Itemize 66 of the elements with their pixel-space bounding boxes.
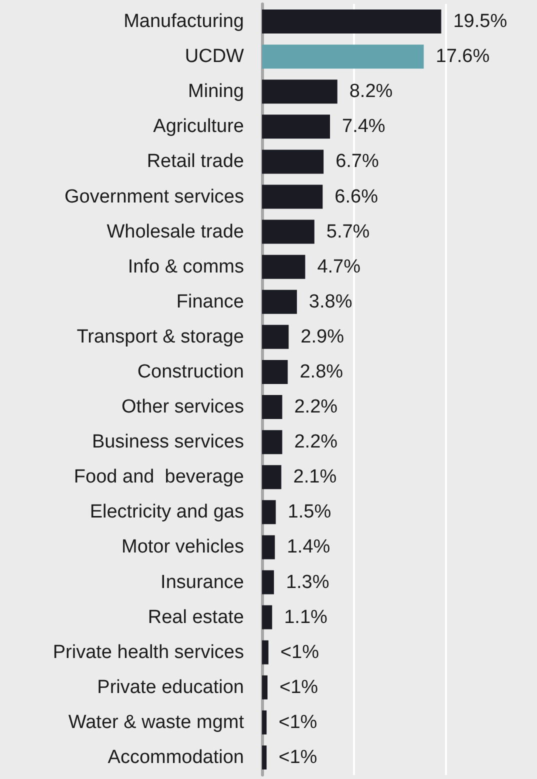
y-tick-label: Private health services — [52, 642, 244, 663]
data-label: 2.9% — [300, 326, 344, 348]
data-label: 6.7% — [336, 151, 379, 172]
data-label: 7.4% — [342, 116, 386, 138]
bar — [262, 430, 282, 454]
bar — [262, 150, 324, 174]
y-tick-label: Manufacturing — [124, 11, 244, 32]
data-label: 17.6% — [436, 46, 490, 68]
bar — [262, 254, 306, 279]
y-tick-label: Insurance — [160, 572, 244, 593]
bar — [262, 184, 323, 209]
bar — [262, 710, 267, 734]
data-label: 2.2% — [294, 396, 338, 418]
bar — [262, 324, 289, 349]
bar — [262, 570, 274, 594]
y-tick-label: Construction — [137, 361, 244, 382]
data-label: 6.6% — [334, 186, 378, 208]
y-tick-label: Accommodation — [108, 746, 244, 768]
bar — [262, 114, 330, 139]
y-tick-label: Info & comms — [128, 256, 244, 278]
y-tick-label: Finance — [176, 291, 244, 312]
y-tick-label: Government services — [64, 186, 244, 208]
data-label: 1.4% — [286, 536, 330, 558]
y-tick-label: Real estate — [148, 606, 244, 628]
bar — [262, 44, 424, 69]
bar — [262, 675, 268, 700]
y-tick-label: Agriculture — [153, 116, 244, 138]
data-label: <1% — [278, 712, 318, 733]
data-label: 2.2% — [294, 432, 338, 453]
y-tick-label: Other services — [122, 396, 244, 418]
y-tick-label: Wholesale trade — [106, 221, 244, 242]
y-tick-label: Water & waste mgmt — [68, 712, 245, 733]
data-label: 1.1% — [284, 606, 328, 628]
data-label: 5.7% — [326, 221, 370, 242]
data-label: <1% — [278, 746, 318, 768]
data-label: 4.7% — [317, 256, 361, 278]
y-tick-label: Transport & storage — [76, 326, 244, 348]
y-tick-label: Electricity and gas — [90, 502, 244, 523]
data-label: 8.2% — [349, 81, 393, 102]
bar — [262, 535, 275, 560]
y-tick-label: Retail trade — [146, 151, 244, 172]
bar — [262, 290, 297, 314]
data-label: <1% — [280, 642, 320, 663]
data-label: 2.8% — [300, 361, 344, 382]
y-tick-label: UCDW — [184, 46, 244, 68]
bar — [262, 220, 314, 244]
bar — [262, 80, 338, 104]
bar — [262, 640, 268, 664]
bar — [262, 360, 288, 384]
y-tick-label: Private education — [97, 676, 244, 698]
y-tick-label: Business services — [92, 432, 244, 453]
y-tick-label: Food and beverage — [74, 466, 244, 488]
data-label: 1.3% — [286, 572, 330, 593]
bar — [262, 745, 267, 770]
data-label: <1% — [280, 676, 318, 698]
bar — [262, 395, 282, 420]
data-label: 2.1% — [293, 466, 337, 488]
bar — [262, 500, 276, 524]
data-label: 3.8% — [308, 291, 352, 312]
y-tick-label: Mining — [188, 81, 244, 102]
bar — [262, 605, 272, 630]
data-label: 1.5% — [288, 502, 332, 523]
bar — [262, 465, 282, 490]
y-tick-label: Motor vehicles — [122, 536, 244, 558]
data-label: 19.5% — [453, 11, 508, 32]
bar — [262, 10, 442, 34]
